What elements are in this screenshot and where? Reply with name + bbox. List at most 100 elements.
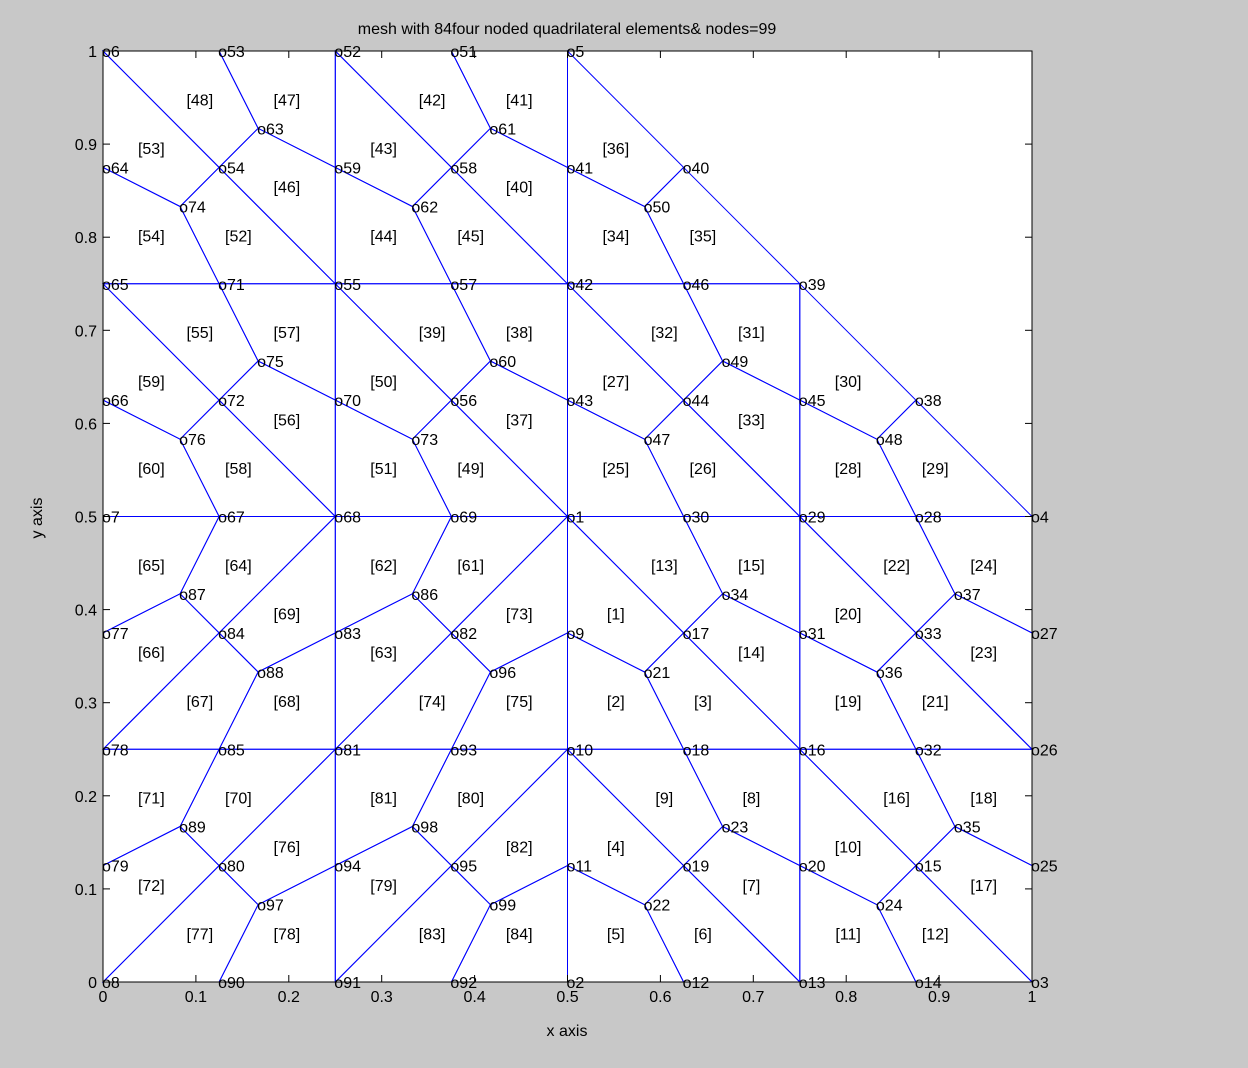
x-tick-label: 0.3 (371, 989, 393, 1006)
element-label: [82] (506, 839, 533, 856)
element-label: [31] (738, 325, 765, 342)
element-label: [83] (419, 927, 446, 944)
mesh-element-81 (334, 748, 453, 867)
element-label: [53] (138, 141, 165, 158)
node-label: o86 (411, 587, 438, 604)
node-label: o98 (411, 820, 438, 837)
element-label: [15] (738, 558, 765, 575)
element-label: [22] (883, 558, 910, 575)
node-label: o12 (683, 975, 710, 992)
node-label: o82 (450, 626, 477, 643)
element-label: [20] (835, 607, 862, 624)
mesh-element-9 (566, 748, 724, 867)
node-label: o74 (179, 200, 206, 217)
y-tick-label: 0.6 (75, 416, 97, 433)
node-label: o29 (799, 510, 826, 527)
node-label: o59 (334, 160, 361, 177)
element-label: [38] (506, 325, 533, 342)
node-label: o11 (567, 859, 593, 876)
node-label: o19 (683, 859, 710, 876)
element-label: [45] (457, 228, 484, 245)
element-label: [80] (457, 791, 484, 808)
node-label: o37 (954, 587, 981, 604)
node-label: o18 (683, 742, 710, 759)
node-label: o49 (722, 354, 749, 371)
node-label: o39 (799, 277, 826, 294)
x-tick-label: 0 (99, 989, 108, 1006)
element-label: [75] (506, 694, 533, 711)
element-label: [33] (738, 412, 765, 429)
element-label: [54] (138, 228, 165, 245)
element-label: [73] (506, 607, 533, 624)
node-label: o45 (799, 393, 826, 410)
x-tick-label: 0.5 (556, 989, 578, 1006)
node-label: o16 (799, 742, 826, 759)
node-label: o57 (450, 277, 477, 294)
y-tick-label: 0.1 (75, 882, 97, 899)
node-label: o64 (102, 160, 129, 177)
node-label: o48 (876, 432, 903, 449)
element-label: [16] (883, 791, 910, 808)
node-label: o24 (876, 898, 903, 915)
node-label: o55 (334, 277, 361, 294)
node-label: o4 (1031, 510, 1049, 527)
element-label: [36] (602, 141, 629, 158)
node-label: o44 (683, 393, 710, 410)
element-label: [74] (419, 694, 446, 711)
node-label: o85 (218, 742, 245, 759)
node-label: o43 (567, 393, 594, 410)
element-label: [32] (651, 325, 678, 342)
node-label: o36 (876, 665, 903, 682)
node-label: o56 (450, 393, 477, 410)
node-label: o10 (567, 742, 594, 759)
node-label: o23 (722, 820, 749, 837)
node-label: o28 (915, 510, 942, 527)
x-axis-label: x axis (547, 1023, 588, 1040)
element-label: [25] (602, 461, 629, 478)
element-label: [55] (186, 325, 213, 342)
node-label: o58 (450, 160, 477, 177)
element-label: [79] (370, 878, 397, 895)
element-label: [72] (138, 878, 165, 895)
x-tick-label: 0.9 (928, 989, 950, 1006)
node-label: o30 (683, 510, 710, 527)
element-label: [27] (602, 374, 629, 391)
y-tick-label: 0.5 (75, 510, 97, 527)
element-label: [13] (651, 558, 678, 575)
element-label: [23] (970, 645, 997, 662)
element-label: [81] (370, 791, 397, 808)
x-tick-label: 0.4 (463, 989, 485, 1006)
node-label: o41 (567, 160, 594, 177)
node-label: o42 (567, 277, 594, 294)
element-label: [34] (602, 228, 629, 245)
x-tick-label: 0.8 (835, 989, 857, 1006)
node-label: o76 (179, 432, 206, 449)
element-label: [41] (506, 92, 533, 109)
element-label: [5] (607, 927, 625, 944)
element-label: [44] (370, 228, 397, 245)
element-label: [18] (970, 791, 997, 808)
y-tick-label: 0 (88, 975, 97, 992)
element-label: [78] (274, 927, 301, 944)
y-axis-label: y axis (29, 498, 46, 539)
node-label: o26 (1031, 742, 1058, 759)
node-label: o51 (450, 44, 477, 61)
node-label: o75 (257, 354, 284, 371)
node-label: o68 (334, 510, 361, 527)
element-label: [70] (225, 791, 252, 808)
node-label: o3 (1031, 975, 1049, 992)
node-label: o77 (102, 626, 129, 643)
y-tick-label: 0.2 (75, 789, 97, 806)
element-label: [30] (835, 374, 862, 391)
node-label: o53 (218, 44, 245, 61)
element-label: [2] (607, 694, 625, 711)
element-label: [77] (186, 927, 213, 944)
node-label: o87 (179, 587, 206, 604)
node-label: o94 (334, 859, 361, 876)
node-label: o14 (915, 975, 942, 992)
node-label: o95 (450, 859, 477, 876)
element-label: [10] (835, 839, 862, 856)
chart-title: mesh with 84four noded quadrilateral ele… (358, 21, 777, 38)
node-labels: o1 o2 o3 o4 o5 o6 o7 o8 o9 o10 o11 o12 o13 o14 o15 o16 o… (102, 44, 1058, 992)
node-label: o91 (334, 975, 361, 992)
